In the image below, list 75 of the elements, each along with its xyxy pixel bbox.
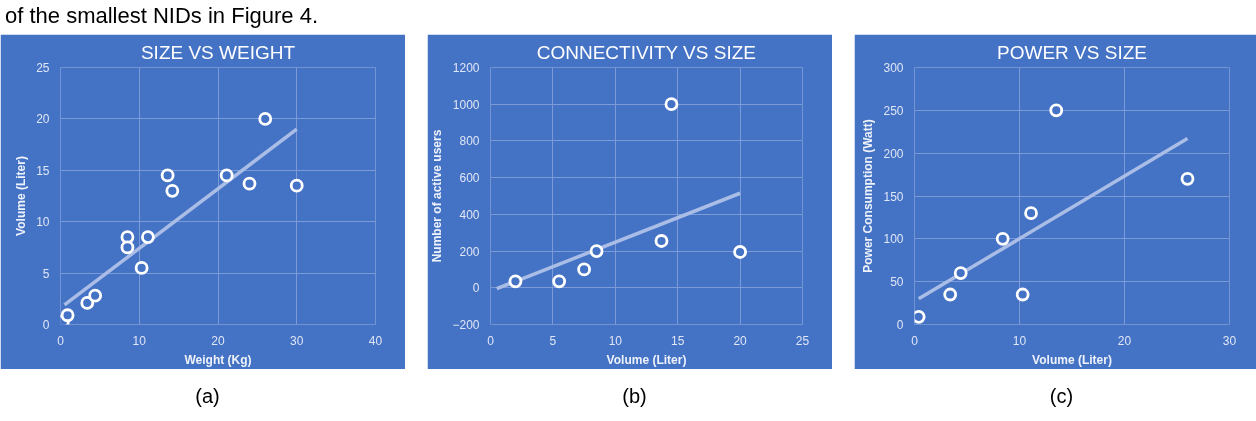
y-tick-label: 15 (36, 163, 50, 178)
x-tick-label: 0 (487, 333, 495, 348)
x-tick-label: 20 (1117, 333, 1132, 348)
x-tick-label: 40 (368, 333, 383, 348)
point (953, 266, 968, 280)
y-tick-label: 800 (459, 134, 480, 149)
x-tick-label: 30 (1222, 333, 1237, 348)
x-tick-label: 30 (290, 333, 304, 348)
y-tick-label: 5 (42, 266, 50, 281)
point (577, 262, 591, 277)
point (552, 274, 567, 289)
y-tick-label: 100 (883, 232, 904, 247)
point (654, 234, 669, 248)
y-tick-label: 1200 (452, 61, 480, 75)
point (120, 240, 135, 255)
y-tick-label: 1000 (452, 97, 480, 112)
point (1049, 103, 1064, 118)
y-tick-label: 10 (36, 215, 50, 230)
point (165, 183, 180, 198)
point (219, 168, 234, 183)
x-tick-label: 20 (211, 333, 225, 348)
x-tick-label: 10 (1012, 333, 1027, 348)
x-tick-label: 0 (57, 333, 65, 348)
text: (a) (195, 384, 220, 409)
chart-title: CONNECTIVITY VS SIZE (536, 41, 756, 63)
point (943, 287, 958, 302)
x-axis-title: Volume (Liter) (1032, 352, 1112, 367)
point (1180, 171, 1195, 186)
y-tick-label: 600 (459, 171, 480, 186)
x-tick-label: 5 (549, 333, 557, 348)
point (589, 244, 604, 258)
chart-title: SIZE VS WEIGHT (140, 41, 296, 63)
y-axis-title: Power Consumption (Watt) (861, 119, 876, 273)
point (258, 112, 273, 126)
y-tick-label: 0 (896, 318, 904, 332)
y-tick-label: 200 (459, 244, 480, 259)
text: of the smallest NIDs in Figure 4. (5, 3, 319, 28)
x-tick-label: 0 (911, 333, 919, 348)
y-tick-label: 400 (459, 207, 480, 222)
x-axis-title: Weight (Kg) (184, 352, 252, 367)
point (80, 296, 95, 310)
point (88, 288, 103, 303)
point (508, 274, 523, 289)
x-tick-label: 10 (608, 333, 623, 348)
y-tick-label: 300 (883, 61, 904, 75)
point (60, 308, 75, 323)
x-axis-title: Volume (Liter) (606, 352, 687, 367)
y-tick-label: 0 (472, 281, 480, 296)
point (242, 176, 257, 191)
y-tick-label: 250 (883, 103, 904, 118)
x-tick-label: 10 (132, 333, 147, 348)
point (995, 231, 1010, 246)
x-tick-label: 15 (671, 333, 685, 348)
point (1015, 287, 1030, 302)
y-tick-label: 20 (36, 112, 50, 127)
y-axis-title: Volume (Liter) (14, 156, 29, 236)
point (134, 261, 149, 275)
point (289, 178, 304, 193)
y-axis-title: Number of active users (430, 129, 445, 263)
y-tick-label: 50 (890, 275, 904, 290)
point (160, 168, 175, 183)
y-tick-label: −200 (452, 318, 480, 332)
point (664, 97, 679, 112)
y-tick-label: 150 (883, 189, 904, 204)
point (1024, 206, 1038, 221)
y-tick-label: 200 (883, 146, 904, 161)
x-tick-label: 20 (733, 333, 748, 348)
y-tick-label: 0 (42, 318, 50, 332)
point (733, 245, 747, 259)
x-tick-label: 25 (795, 333, 810, 348)
text: (b) (622, 384, 647, 409)
y-tick-label: 25 (36, 61, 50, 75)
point (141, 230, 155, 245)
chart-title: POWER VS SIZE (997, 41, 1147, 63)
text: (c) (1049, 384, 1074, 409)
